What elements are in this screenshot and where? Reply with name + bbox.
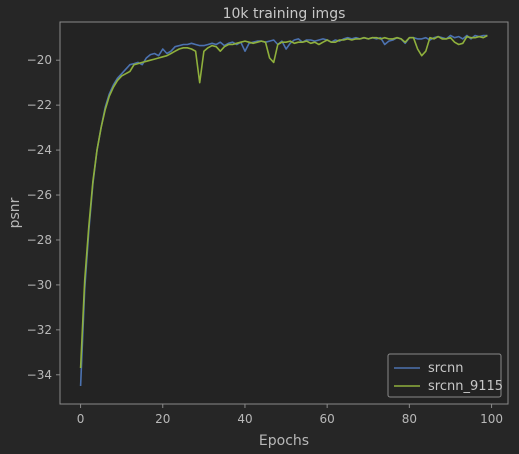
legend-label: srcnn [428,361,463,376]
y-tick-label: −20 [27,53,52,67]
y-tick-label: −22 [27,98,52,112]
x-tick-label: 40 [237,412,252,426]
axis-ticks: 0 20 40 60 80 100 −34 −32 −30 −28 −26 −24 −22 −20 [27,53,503,426]
x-tick-label: 80 [402,412,417,426]
x-axis-label: Epochs [259,433,309,449]
series-line-srcnn-9115 [79,34,488,369]
y-tick-label: −32 [27,323,52,337]
x-tick-label: 0 [77,412,85,426]
x-tick-label: 60 [320,412,335,426]
y-tick-label: −24 [27,143,52,157]
legend: srcnn srcnn_9115 [387,353,503,398]
y-axis-label: psnr [7,197,23,228]
series-line-srcnn [79,34,488,387]
chart-title: 10k training imgs [223,6,346,22]
series-lines [79,34,488,387]
x-tick-label: 20 [155,412,170,426]
y-tick-label: −28 [27,233,52,247]
legend-label: srcnn_9115 [428,379,503,394]
y-tick-label: −26 [27,188,52,202]
x-tick-label: 100 [480,412,503,426]
plot-area [59,21,509,405]
y-tick-label: −30 [27,278,52,292]
y-tick-label: −34 [27,368,52,382]
